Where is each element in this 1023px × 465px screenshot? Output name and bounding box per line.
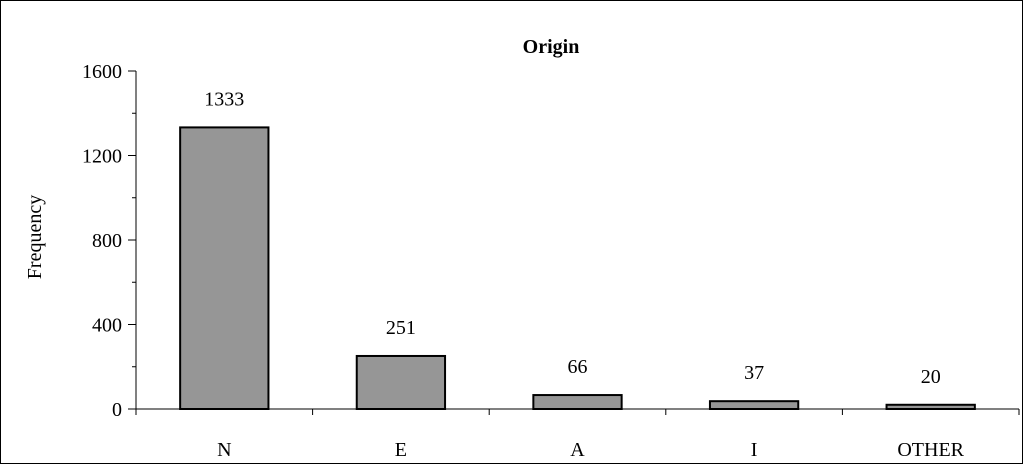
bar-other (885, 403, 976, 410)
bar-e (355, 354, 447, 411)
data-label: 37 (744, 362, 764, 384)
bar-a (532, 394, 623, 410)
y-axis-label: Frequency (24, 195, 46, 279)
y-tick-label: 400 (92, 315, 122, 337)
chart-title: Origin (523, 36, 580, 58)
data-label: 20 (921, 366, 941, 388)
plot-area: 0 400 800 1200 1600 1333 N 251 E 66 A 37 I 20 OTHER (82, 61, 1020, 461)
y-tick-label: 0 (112, 399, 122, 421)
data-label: 251 (386, 317, 416, 339)
y-tick-label: 1200 (82, 146, 122, 168)
x-tick-label: OTHER (897, 439, 964, 461)
data-label: 66 (568, 356, 588, 378)
bar-i (708, 400, 800, 410)
x-tick-label: E (395, 439, 407, 461)
x-tick-label: N (217, 439, 231, 461)
bar-n (179, 126, 270, 410)
y-tick-label: 800 (92, 230, 122, 252)
x-tick-label: A (570, 439, 585, 461)
y-tick-label: 1600 (82, 61, 122, 83)
data-label: 1333 (204, 88, 244, 110)
x-tick-label: I (751, 439, 758, 461)
